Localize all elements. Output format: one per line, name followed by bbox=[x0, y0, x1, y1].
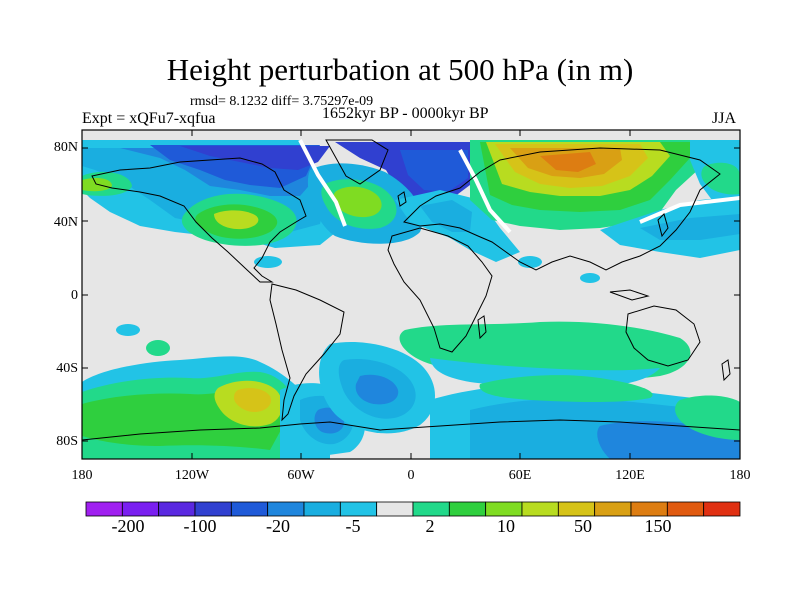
colorbar-label-m100: -100 bbox=[183, 516, 217, 536]
coast-greenland bbox=[325, 139, 389, 185]
field-tropic-patch-2 bbox=[518, 256, 542, 268]
map-title: Height perturbation at 500 hPa (in m) bbox=[166, 52, 634, 87]
field-arctic-green-right bbox=[701, 162, 740, 195]
field-asia-core bbox=[540, 152, 596, 172]
coast-japan bbox=[657, 213, 669, 238]
coast-nz bbox=[721, 359, 731, 382]
x-tick-180e: 180 bbox=[729, 468, 751, 483]
coast-antarctica bbox=[82, 419, 740, 441]
coast-australia bbox=[625, 305, 701, 367]
field-na-yellow bbox=[214, 210, 259, 230]
colorbar-label-m200: -200 bbox=[111, 516, 145, 536]
contour-field bbox=[82, 130, 740, 459]
colorbar-label-50: 50 bbox=[574, 516, 592, 536]
colorbar-label-150: 150 bbox=[644, 516, 672, 536]
axis-ticks bbox=[82, 130, 740, 459]
y-tick-40n: 40N bbox=[53, 215, 78, 230]
colorbar-label-m5: -5 bbox=[345, 516, 361, 536]
colorbar-label-2: 2 bbox=[425, 516, 435, 536]
colorbar-box bbox=[412, 501, 450, 517]
colorbar-box bbox=[594, 501, 632, 517]
coast-north-america bbox=[91, 157, 307, 283]
coast-indonesia bbox=[609, 289, 650, 301]
field-greenland-core bbox=[400, 150, 468, 192]
colorbar-box bbox=[703, 501, 741, 517]
colorbar-box bbox=[339, 501, 378, 517]
field-white-band-3 bbox=[639, 196, 740, 224]
x-tick-120e: 120E bbox=[615, 468, 645, 483]
field-white-band-2 bbox=[458, 149, 512, 234]
x-tick-60e: 60E bbox=[508, 468, 532, 483]
field-sh-atlantic-deep bbox=[355, 374, 399, 405]
field-sh-green-east bbox=[479, 375, 653, 402]
field-atlantic-lime bbox=[333, 186, 382, 218]
field-tropic-patch-5 bbox=[146, 340, 170, 356]
field-europe-blue bbox=[420, 200, 472, 232]
y-tick-80s: 80S bbox=[56, 434, 78, 449]
x-tick-0: 0 bbox=[407, 468, 415, 483]
colorbar bbox=[85, 501, 741, 517]
colorbar-box bbox=[267, 501, 305, 517]
y-tick-40s: 40S bbox=[56, 361, 78, 376]
x-tick-180w: 180 bbox=[71, 468, 93, 483]
colorbar-box bbox=[557, 501, 596, 517]
field-na-core2 bbox=[180, 146, 330, 170]
colorbar-box bbox=[230, 501, 269, 517]
colorbar-label-10: 10 bbox=[497, 516, 515, 536]
coastlines bbox=[82, 139, 740, 441]
coast-uk bbox=[397, 191, 407, 207]
stats-text: rmsd= 8.1232 diff= 3.75297e-09 bbox=[190, 94, 374, 109]
coast-south-america bbox=[269, 283, 345, 422]
colorbar-label-m20: -20 bbox=[266, 516, 290, 536]
x-tick-120w: 120W bbox=[174, 468, 210, 483]
y-tick-80n: 80N bbox=[53, 140, 78, 155]
field-eastasia-deep bbox=[640, 214, 740, 240]
colorbar-box bbox=[121, 501, 160, 517]
season-label: JJA bbox=[712, 110, 737, 127]
period-label: 1652kyr BP - 0000kyr BP bbox=[322, 105, 489, 122]
experiment-label: Expt = xQFu7-xqfua bbox=[82, 110, 216, 127]
colorbar-box bbox=[158, 501, 196, 517]
colorbar-box bbox=[194, 501, 232, 517]
colorbar-box bbox=[303, 501, 341, 517]
colorbar-box bbox=[630, 501, 668, 517]
colorbar-box bbox=[448, 501, 487, 517]
colorbar-box bbox=[376, 501, 414, 517]
field-tropic-patch-4 bbox=[116, 324, 140, 336]
colorbar-box bbox=[485, 501, 523, 517]
colorbar-box bbox=[521, 501, 559, 517]
y-tick-0: 0 bbox=[71, 288, 78, 303]
colorbar-box bbox=[85, 501, 123, 517]
coast-eurasia bbox=[403, 147, 721, 271]
colorbar-box bbox=[666, 501, 705, 517]
coast-madagascar bbox=[477, 315, 487, 340]
field-tropic-patch-3 bbox=[580, 273, 600, 283]
coast-africa bbox=[387, 227, 493, 353]
x-tick-60w: 60W bbox=[287, 468, 315, 483]
field-sh-yellow2 bbox=[234, 388, 272, 412]
field-white-band-1 bbox=[298, 139, 347, 227]
